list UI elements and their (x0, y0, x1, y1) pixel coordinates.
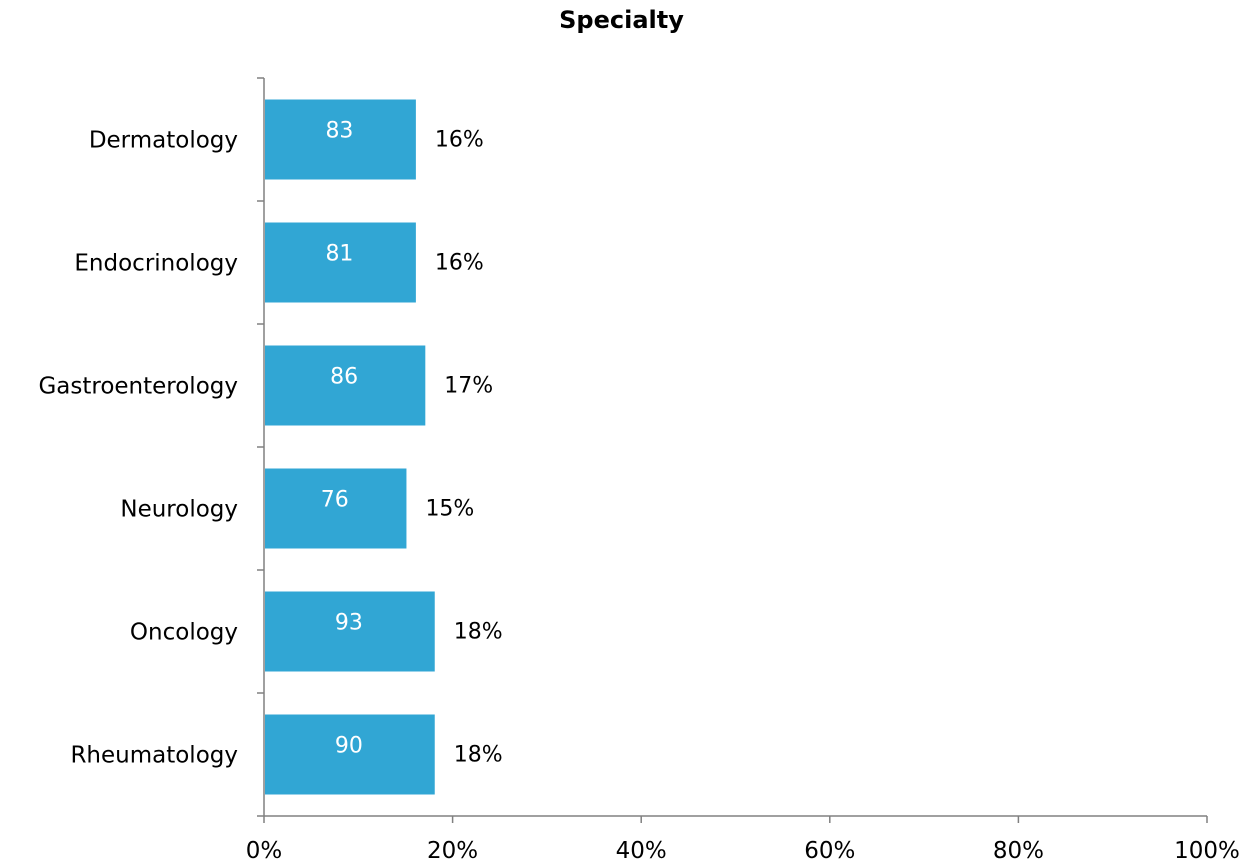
bar (265, 222, 416, 303)
bar-percent-label: 16% (435, 251, 484, 276)
category-label: Endocrinology (74, 251, 238, 277)
chart-title: Specialty (559, 6, 684, 34)
x-tick-label: 60% (804, 838, 855, 864)
bar (265, 591, 435, 672)
bar-count-label: 76 (321, 488, 349, 513)
category-label: Rheumatology (70, 743, 238, 769)
bar-count-label: 83 (325, 119, 353, 144)
bar (265, 468, 407, 549)
bar (265, 99, 416, 180)
category-label: Neurology (120, 497, 238, 523)
category-label: Oncology (130, 620, 238, 646)
bar (265, 714, 435, 795)
category-label: Dermatology (89, 128, 238, 154)
bar-percent-label: 16% (435, 128, 484, 153)
bar-percent-label: 18% (454, 620, 503, 645)
bar-percent-label: 18% (454, 743, 503, 768)
bar (265, 345, 426, 426)
x-tick-label: 100% (1174, 838, 1240, 864)
x-tick-label: 80% (993, 838, 1044, 864)
bar-count-label: 93 (335, 611, 363, 636)
category-label: Gastroenterology (38, 374, 238, 400)
bar-count-label: 86 (330, 365, 358, 390)
bar-count-label: 81 (325, 242, 353, 267)
x-tick-label: 20% (427, 838, 478, 864)
bar-percent-label: 17% (444, 374, 493, 399)
bar-percent-label: 15% (425, 497, 474, 522)
bar-count-label: 90 (335, 734, 363, 759)
x-tick-label: 40% (616, 838, 667, 864)
x-tick-label: 0% (246, 838, 283, 864)
